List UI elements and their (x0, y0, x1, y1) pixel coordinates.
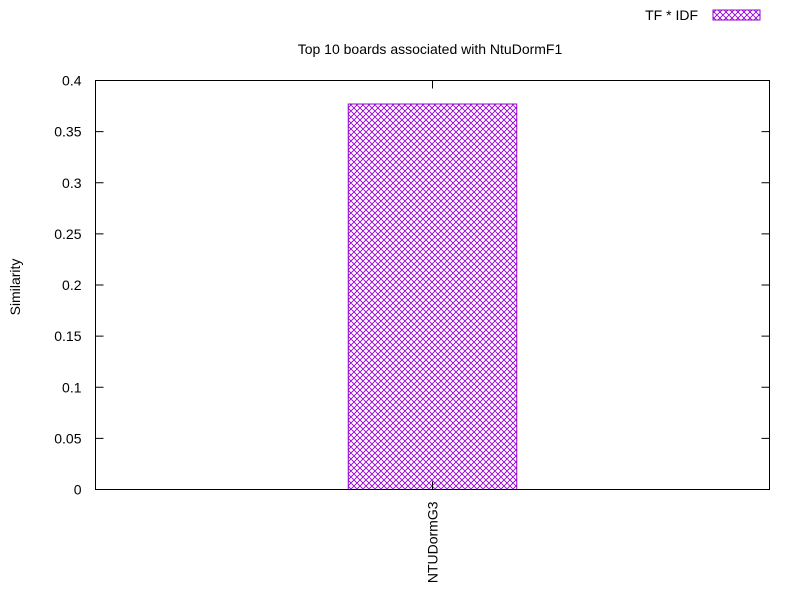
x-axis-ticks: NTUDormG3 (425, 80, 441, 583)
y-axis-ticks: 0 0.05 0.1 0.15 0.2 0.25 0.3 0.35 0.4 (54, 73, 770, 498)
bar-ntudormg3 (347, 103, 518, 491)
legend: TF * IDF (645, 7, 761, 23)
y-tick-label: 0.35 (54, 124, 81, 140)
chart-title: Top 10 boards associated with NtuDormF1 (298, 41, 563, 57)
legend-swatch (712, 9, 761, 21)
y-tick-label: 0.1 (62, 379, 82, 395)
y-tick-label: 0.4 (62, 73, 82, 89)
legend-label: TF * IDF (645, 7, 698, 23)
y-tick-label: 0.3 (62, 175, 82, 191)
bars (347, 103, 518, 491)
y-tick-label: 0.2 (62, 277, 82, 293)
x-tick-label: NTUDormG3 (425, 501, 441, 583)
y-axis-label: Similarity (7, 259, 23, 316)
y-tick-label: 0 (74, 482, 82, 498)
y-tick-label: 0.05 (54, 430, 81, 446)
y-tick-label: 0.15 (54, 328, 81, 344)
y-tick-label: 0.25 (54, 226, 81, 242)
